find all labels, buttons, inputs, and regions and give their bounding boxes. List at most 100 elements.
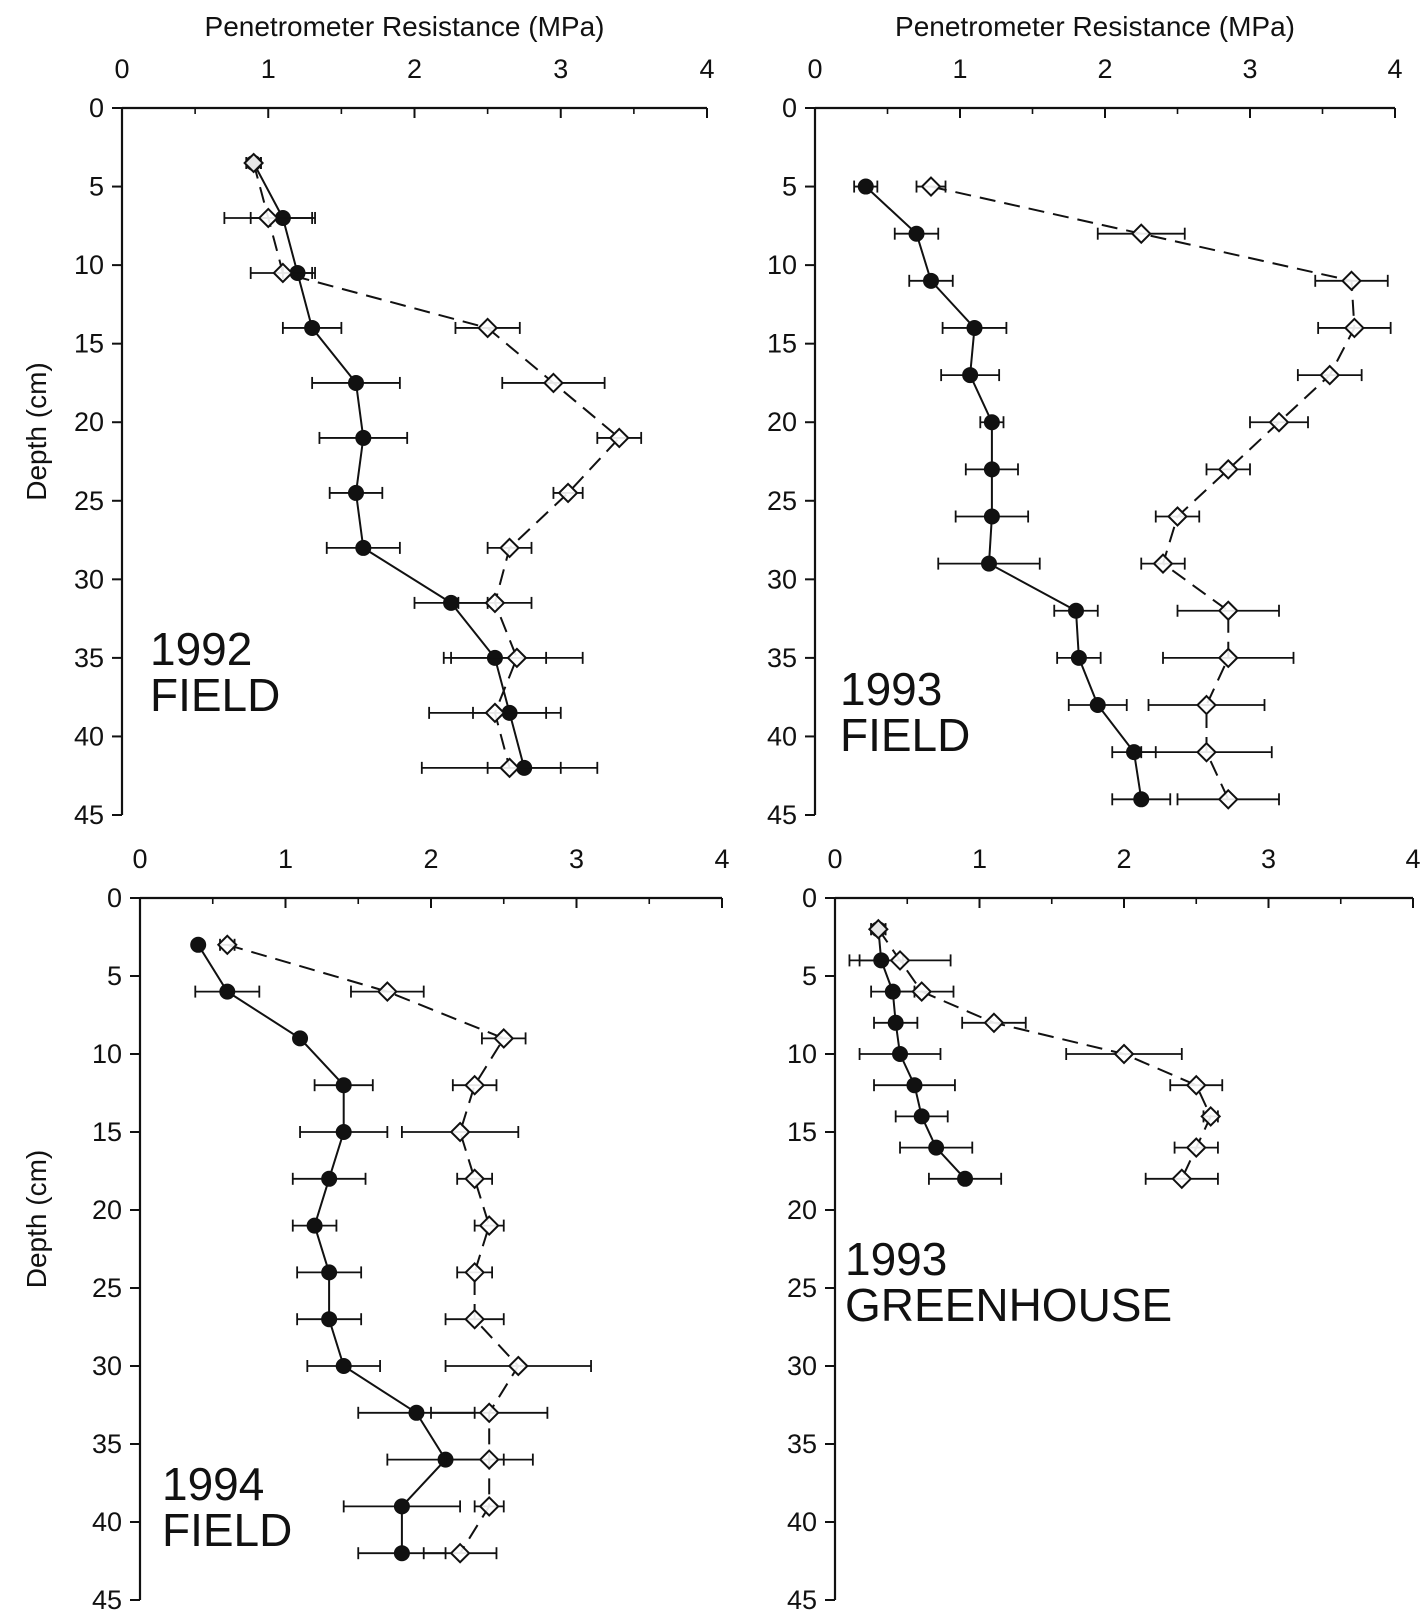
y-tick-label: 20 <box>74 407 104 437</box>
data-point-diamond <box>1185 1074 1207 1096</box>
data-point-diamond <box>1171 1168 1193 1190</box>
y-axis-title: Depth (cm) <box>21 362 52 500</box>
panel-label-line: 1993 <box>840 663 942 715</box>
data-point-circle <box>923 272 939 289</box>
data-point-diamond <box>506 647 528 669</box>
panel-label-line: FIELD <box>150 669 280 721</box>
series-line-dashed <box>252 162 621 769</box>
data-point-diamond <box>1217 788 1239 810</box>
y-tick-label: 40 <box>787 1507 817 1537</box>
data-point-circle <box>219 983 236 1000</box>
data-point-circle <box>304 319 321 336</box>
x-tick-label: 1 <box>278 844 293 874</box>
data-point-diamond <box>449 1542 471 1564</box>
data-point-diamond <box>1343 317 1365 339</box>
data-point-diamond <box>911 981 933 1003</box>
y-tick-label: 35 <box>74 643 104 673</box>
y-tick-label: 5 <box>802 961 817 991</box>
data-point-diamond <box>376 981 398 1003</box>
data-point-diamond <box>1113 1043 1135 1065</box>
data-point-circle <box>355 429 372 446</box>
y-tick-label: 35 <box>787 1429 817 1459</box>
data-point-diamond <box>1152 553 1174 575</box>
data-point-diamond <box>478 1495 500 1517</box>
data-point-circle <box>292 1030 309 1047</box>
y-tick-label: 25 <box>767 486 797 516</box>
data-point-diamond <box>1167 506 1188 527</box>
data-point-diamond <box>243 152 265 174</box>
data-point-diamond <box>1200 1105 1222 1127</box>
data-point-circle <box>957 1170 974 1187</box>
y-tick-label: 5 <box>107 961 122 991</box>
series-line-solid <box>197 944 447 1554</box>
data-point-circle <box>1126 744 1142 761</box>
series-line-solid <box>865 185 1143 800</box>
x-tick-label: 4 <box>1387 54 1402 84</box>
data-point-circle <box>335 1358 352 1374</box>
data-point-circle <box>335 1124 352 1140</box>
data-point-diamond <box>1341 270 1362 292</box>
data-point-circle <box>393 1545 410 1562</box>
y-tick-label: 40 <box>92 1507 122 1537</box>
panel-label-line: 1993 <box>845 1233 947 1285</box>
y-tick-label: 25 <box>74 486 104 516</box>
y-tick-label: 10 <box>767 250 797 280</box>
data-point-circle <box>928 1139 945 1156</box>
data-point-diamond <box>449 1121 471 1143</box>
data-point-circle <box>348 484 364 501</box>
y-tick-label: 20 <box>92 1195 122 1225</box>
x-tick-label: 2 <box>1116 844 1131 874</box>
data-point-diamond <box>216 934 238 956</box>
y-tick-label: 30 <box>92 1351 122 1381</box>
x-axis-title: Penetrometer Resistance (MPa) <box>205 11 605 42</box>
panel-label-line: 1994 <box>162 1458 264 1510</box>
data-point-circle <box>981 555 997 572</box>
data-point-diamond <box>1268 411 1290 433</box>
data-point-circle <box>321 1311 338 1328</box>
data-point-circle <box>983 508 1000 525</box>
data-point-circle <box>321 1170 338 1187</box>
y-tick-label: 30 <box>767 564 797 594</box>
y-tick-label: 5 <box>89 172 104 202</box>
y-tick-label: 0 <box>107 883 122 913</box>
data-point-diamond <box>478 1215 500 1237</box>
data-point-circle <box>983 461 1000 478</box>
y-tick-label: 15 <box>92 1117 122 1147</box>
y-tick-label: 10 <box>74 250 104 280</box>
y-tick-label: 45 <box>787 1585 817 1614</box>
data-point-circle <box>906 1077 923 1094</box>
x-tick-label: 4 <box>714 844 729 874</box>
data-point-circle <box>335 1077 352 1094</box>
y-tick-label: 5 <box>782 172 797 202</box>
data-point-diamond <box>1217 647 1239 669</box>
x-tick-label: 0 <box>114 54 129 84</box>
y-tick-label: 0 <box>89 93 104 123</box>
y-tick-label: 15 <box>767 329 797 359</box>
x-tick-label: 2 <box>1097 54 1112 84</box>
data-point-diamond <box>493 1027 515 1049</box>
y-tick-label: 30 <box>787 1351 817 1381</box>
y-tick-label: 15 <box>74 329 104 359</box>
data-point-circle <box>408 1404 425 1421</box>
data-point-circle <box>892 1046 909 1062</box>
y-tick-label: 10 <box>92 1039 122 1069</box>
data-point-circle <box>1089 697 1106 714</box>
data-point-circle <box>306 1217 323 1234</box>
data-point-diamond <box>1130 223 1152 245</box>
x-tick-label: 1 <box>972 844 987 874</box>
data-point-diamond <box>507 1355 529 1377</box>
y-tick-label: 35 <box>767 643 797 673</box>
data-point-diamond <box>478 1402 500 1424</box>
data-point-circle <box>355 539 372 556</box>
y-tick-label: 35 <box>92 1429 122 1459</box>
panel-label-line: FIELD <box>162 1504 292 1556</box>
data-point-diamond <box>499 537 520 559</box>
y-tick-label: 40 <box>74 721 104 751</box>
x-tick-label: 0 <box>827 844 842 874</box>
data-point-diamond <box>1196 694 1217 716</box>
data-point-diamond <box>499 757 520 779</box>
data-point-circle <box>348 374 364 391</box>
